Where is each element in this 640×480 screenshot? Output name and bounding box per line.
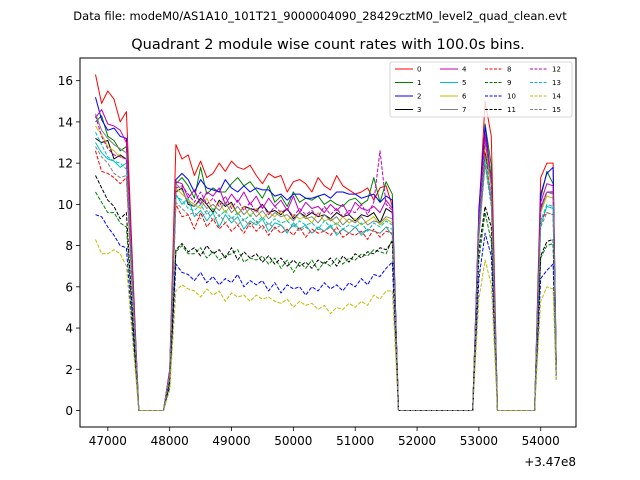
series-line-9 <box>95 191 557 411</box>
x-offset-label: +3.47e8 <box>524 455 576 469</box>
series-layer <box>95 74 557 411</box>
y-tick-label: 2 <box>65 363 73 377</box>
x-tick-label: 50000 <box>274 434 312 448</box>
series-line-0 <box>95 74 557 411</box>
series-line-5 <box>95 142 557 411</box>
legend-label-9: 9 <box>507 79 511 87</box>
legend-label-0: 0 <box>417 66 421 74</box>
y-tick-label: 6 <box>65 280 73 294</box>
series-line-2 <box>95 97 557 411</box>
legend-label-12: 12 <box>552 66 561 74</box>
x-tick-label: 49000 <box>212 434 250 448</box>
legend-label-2: 2 <box>417 93 421 101</box>
x-tick-label: 48000 <box>151 434 189 448</box>
chart-title: Quadrant 2 module wise count rates with … <box>131 37 525 53</box>
series-line-8 <box>95 150 557 411</box>
legend-label-7: 7 <box>462 106 466 114</box>
legend-label-6: 6 <box>462 93 467 101</box>
legend-label-8: 8 <box>507 66 511 74</box>
legend-label-11: 11 <box>507 106 516 114</box>
x-tick-label: 53000 <box>460 434 498 448</box>
y-tick-label: 16 <box>58 74 73 88</box>
legend-label-13: 13 <box>552 79 561 87</box>
x-tick-label: 47000 <box>89 434 127 448</box>
legend-label-14: 14 <box>552 93 561 101</box>
y-tick-label: 4 <box>65 322 73 336</box>
series-line-15 <box>95 146 557 411</box>
legend-label-10: 10 <box>507 93 516 101</box>
legend-label-1: 1 <box>417 79 421 87</box>
series-line-11 <box>95 175 557 411</box>
legend-label-4: 4 <box>462 66 467 74</box>
series-line-14 <box>95 239 557 411</box>
legend-label-5: 5 <box>462 79 466 87</box>
axes-frame <box>79 57 577 428</box>
y-axis: 0 2 4 6 8 10 12 14 16 <box>58 74 80 418</box>
x-tick-label: 54000 <box>522 434 560 448</box>
figure-suptitle: Data file: modeM0/AS1A10_101T21_90000040… <box>73 9 567 23</box>
legend-label-15: 15 <box>552 106 561 114</box>
y-tick-label: 14 <box>58 115 73 129</box>
series-line-10 <box>95 214 557 411</box>
legend-label-3: 3 <box>417 106 421 114</box>
y-tick-label: 12 <box>58 157 73 171</box>
x-tick-label: 51000 <box>336 434 374 448</box>
y-tick-label: 10 <box>58 198 73 212</box>
x-tick-label: 52000 <box>398 434 436 448</box>
y-tick-label: 0 <box>65 404 73 418</box>
y-tick-label: 8 <box>65 239 73 253</box>
legend-box <box>389 61 573 118</box>
x-axis: 47000 48000 49000 50000 51000 52000 53000 54000 <box>89 427 560 448</box>
